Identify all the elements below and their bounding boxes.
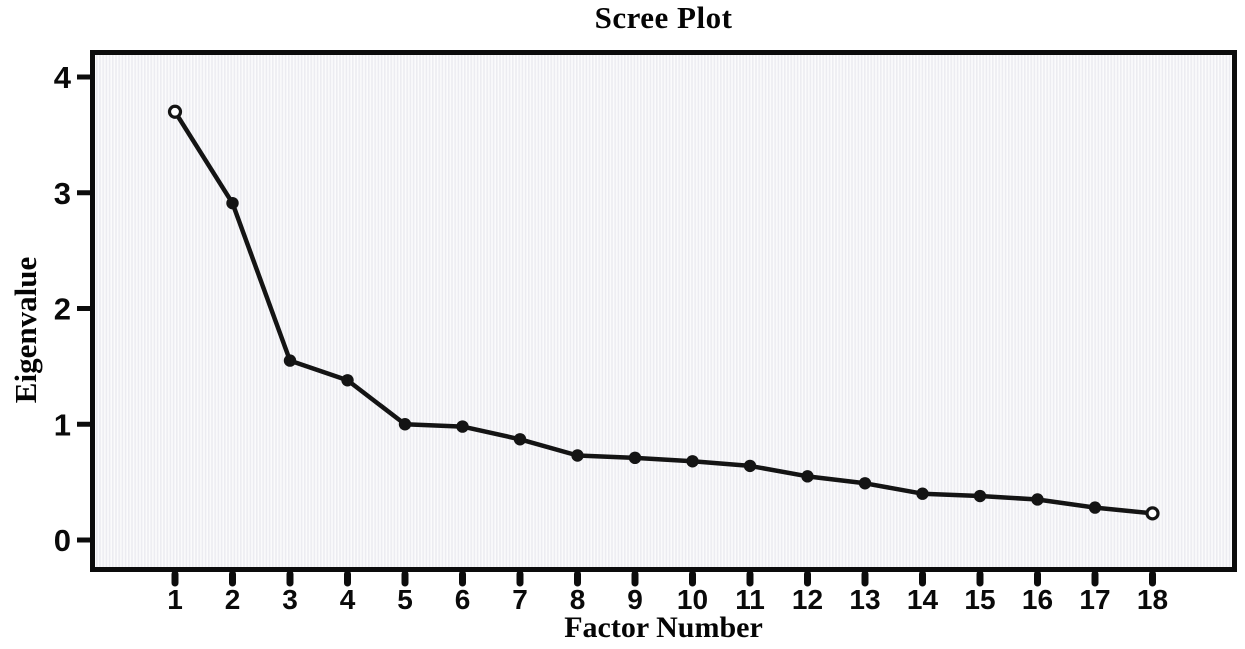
x-tick-label: 5 [397,584,413,615]
data-point-open [167,104,183,119]
x-tick-label: 11 [735,584,765,615]
chart-title: Scree Plot [594,0,733,35]
y-tick-label: 0 [54,523,71,558]
y-tick-label: 2 [54,292,71,327]
x-tick-label: 8 [570,584,586,615]
x-tick-label: 13 [849,584,880,615]
x-tick-label: 6 [455,584,471,615]
data-point [628,451,642,465]
x-tick-label: 3 [282,584,298,615]
data-point [1088,501,1102,514]
plot-frame [90,50,1237,572]
x-tick-label: 18 [1137,584,1168,615]
data-point-markers [167,104,1160,521]
x-tick-label: 16 [1022,584,1053,615]
data-point [456,420,469,433]
x-tick-label: 17 [1079,584,1110,615]
data-point [341,374,354,387]
x-tick-label: 7 [512,584,528,615]
y-axis-title: Eigenvalue [8,256,43,404]
x-axis-ticks: 1 2 3 4 5 6 7 8 9 10 11 12 13 14 15 16 17 18 [167,570,1168,615]
data-point [743,459,757,473]
y-tick-label: 3 [54,176,71,211]
x-tick-label: 12 [792,584,823,615]
x-tick-label: 15 [964,584,995,615]
data-point [571,449,584,462]
data-point [1031,493,1044,506]
x-axis-title: Factor Number [564,611,763,644]
data-point [973,489,987,503]
x-tick-label: 2 [225,584,241,615]
data-point [226,196,239,210]
x-tick-label: 1 [167,584,183,615]
data-point [398,418,412,431]
data-point [916,487,929,500]
data-point [513,433,527,446]
y-tick-label: 4 [54,60,72,95]
data-point [801,470,814,483]
data-point-open [1145,506,1160,521]
x-tick-label: 9 [627,584,643,615]
data-point [283,354,297,367]
data-point [858,477,872,490]
x-tick-label: 14 [907,584,939,615]
y-axis-ticks: 0 1 2 3 4 [54,60,90,558]
x-tick-label: 10 [677,584,708,615]
data-point [686,455,699,468]
scree-line [172,109,1155,516]
y-tick-label: 1 [54,407,71,442]
x-tick-label: 4 [340,584,356,615]
plot-area-background [90,50,1237,572]
